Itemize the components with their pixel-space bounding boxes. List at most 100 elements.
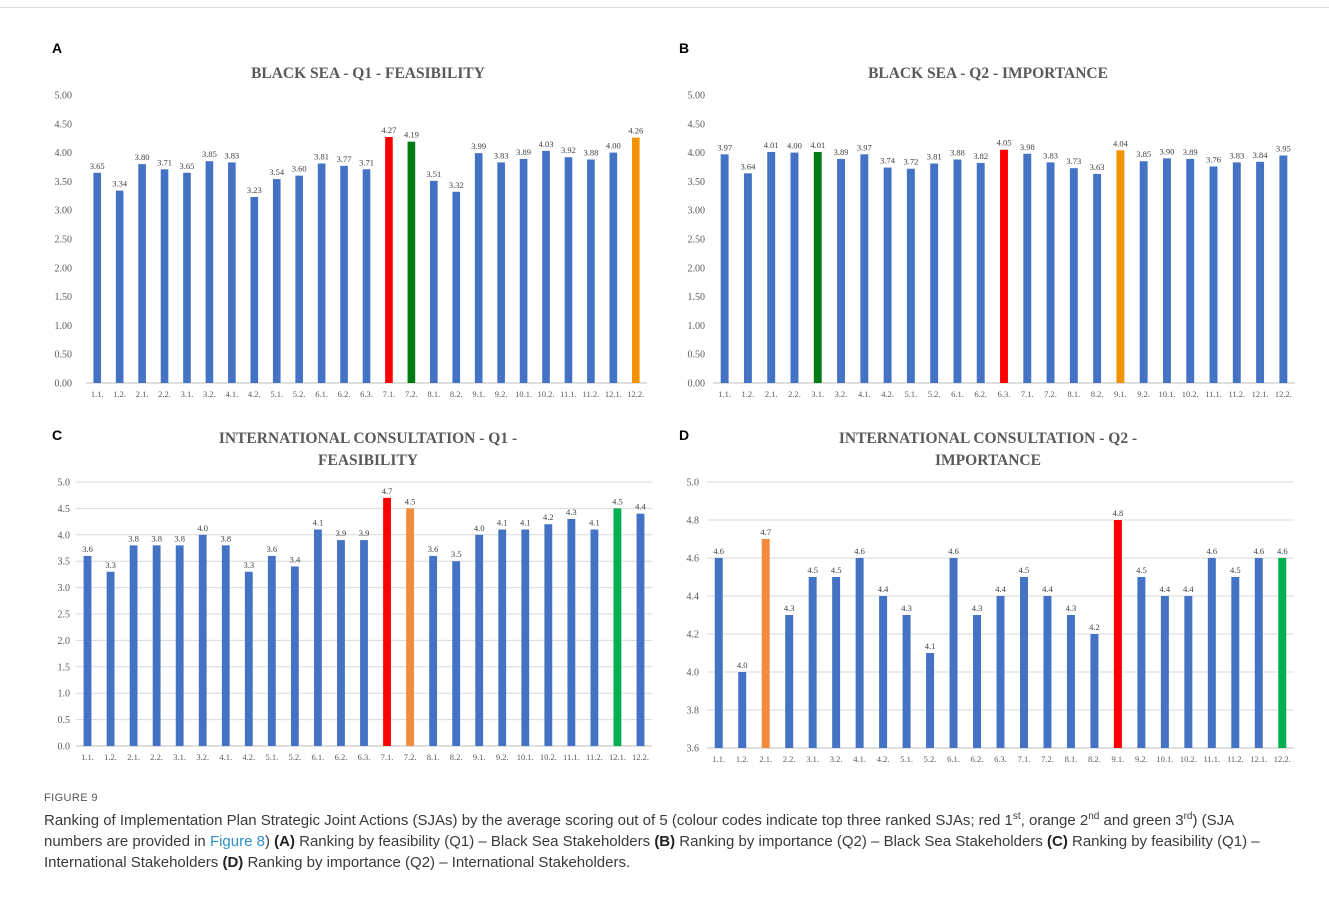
bar [837,158,845,383]
bar [205,161,214,383]
y-tick-label: 2.00 [55,263,73,274]
x-tick-label: 10.2. [1180,754,1197,764]
x-tick-label: 4.2. [242,752,255,762]
panel-label: A [52,40,62,56]
data-label: 4.2 [1089,622,1100,632]
bar [106,571,115,746]
data-label: 4.04 [1113,138,1129,148]
x-tick-label: 12.2. [627,389,644,399]
y-tick-label: 2.00 [688,263,706,274]
bar [221,545,230,746]
x-tick-label: 4.1. [219,752,232,762]
y-tick-label: 4.6 [687,554,700,565]
data-label: 4.1 [497,518,508,528]
x-tick-label: 10.2. [540,752,557,762]
y-tick-label: 5.00 [55,91,73,102]
x-tick-label: 1.1. [91,389,104,399]
figure-panels: A BLACK SEA - Q1 - FEASIBILITY 0.00 0.50 1.0… [52,40,1295,764]
x-tick-label: 5.1. [905,389,918,399]
caption-fragment: , orange 2 [1020,812,1089,829]
data-label: 3.83 [494,150,509,160]
x-tick-label: 2.2. [788,389,801,399]
x-tick-label: 10.1. [1158,389,1175,399]
bar [808,577,817,748]
bar [1019,577,1028,748]
bar [519,158,528,383]
data-label: 3.84 [1253,150,1269,160]
data-label: 3.92 [561,145,576,155]
data-label: 3.88 [583,148,598,158]
x-tick-label: 11.2. [1227,754,1244,764]
data-label: 4.4 [995,584,1006,594]
x-tick-label: 7.1. [381,752,394,762]
data-label: 4.3 [1066,603,1077,613]
caption-fragment: (C) [1047,833,1068,850]
bar [407,141,416,383]
bar [317,163,326,383]
data-label: 3.95 [1276,143,1291,153]
data-label: 3.3 [243,560,254,570]
x-tick-label: 3.1. [811,389,824,399]
chart-panel-a: A BLACK SEA - Q1 - FEASIBILITY 0.00 0.50 1.0… [52,40,647,399]
bar [290,566,299,746]
bar [1069,168,1078,383]
bar [452,191,461,383]
x-tick-label: 5.2. [924,754,937,764]
data-label: 4.0 [737,660,748,670]
data-label: 4.27 [382,125,397,135]
bar [926,653,935,748]
data-label: 3.88 [950,148,965,158]
y-tick-label: 2.5 [58,610,71,621]
data-label: 3.64 [740,161,756,171]
data-label: 4.5 [1019,565,1030,575]
bar [152,545,161,746]
data-label: 4.1 [313,518,324,528]
data-label: 4.5 [612,496,623,506]
bar [93,172,102,383]
y-tick-label: 2.50 [55,235,73,246]
data-label: 4.4 [1160,584,1171,594]
y-tick-label: 5.0 [687,478,700,489]
figure-8-link[interactable]: Figure 8 [209,833,265,850]
x-tick-label: 2.1. [136,389,149,399]
x-tick-label: 12.2. [1275,389,1292,399]
data-label: 3.8 [151,533,162,543]
y-tick-label: 3.8 [687,706,700,717]
bar [949,558,958,748]
caption-fragment: and green 3 [1099,812,1184,829]
data-label: 4.5 [807,565,818,575]
y-tick-label: 0.50 [55,350,73,361]
x-tick-label: 8.2. [1088,754,1101,764]
bar [362,169,371,383]
bar [160,169,169,383]
chart-panel-b: B BLACK SEA - Q2 - IMPORTANCE 0.00 0.50 1.00… [679,40,1295,399]
y-tick-label: 4.2 [687,630,700,641]
bar [1186,158,1195,383]
data-label: 4.6 [1207,546,1218,556]
data-label: 3.72 [903,157,918,167]
data-label: 3.81 [314,152,329,162]
bar [115,190,124,383]
bar [976,162,985,383]
bar [1278,558,1287,748]
y-tick-label: 1.0 [58,689,71,700]
data-label: 4.6 [1253,546,1264,556]
y-tick-label: 0.00 [688,379,706,390]
data-label: 3.99 [471,141,486,151]
data-label: 3.76 [1206,154,1221,164]
x-tick-label: 8.1. [1067,389,1080,399]
data-label: 3.60 [292,164,307,174]
chart-title: BLACK SEA - Q1 - FEASIBILITY [251,65,485,82]
y-tick-label: 2.50 [688,235,706,246]
data-label: 3.97 [857,142,872,152]
x-tick-label: 1.2. [104,752,117,762]
x-tick-label: 5.2. [293,389,306,399]
x-tick-label: 6.2. [335,752,348,762]
chart-panel-c: C INTERNATIONAL CONSULTATION - Q1 - FEASIB… [52,427,652,762]
bar [567,518,576,746]
x-tick-label: 8.1. [427,752,440,762]
bar [406,508,414,746]
bar [314,529,322,746]
x-tick-label: 12.2. [632,752,649,762]
x-tick-label: 4.1. [858,389,871,399]
